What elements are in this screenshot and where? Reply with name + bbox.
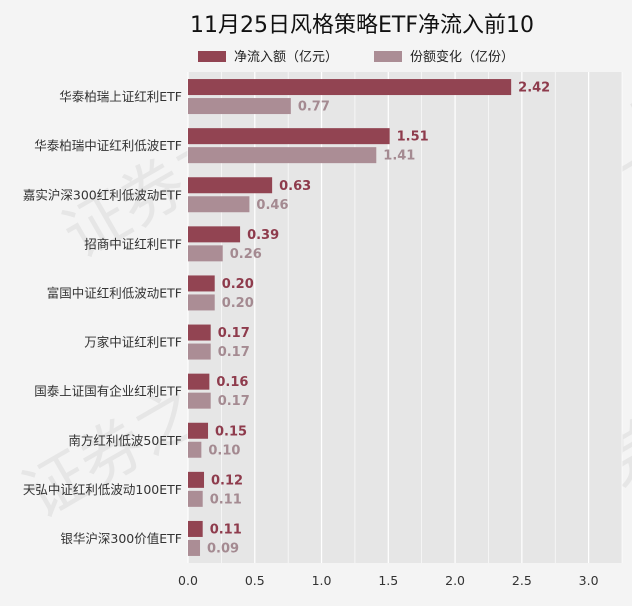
data-label: 0.15 xyxy=(215,424,247,439)
bar-series-1 xyxy=(188,275,215,292)
bar-series-1 xyxy=(188,520,203,537)
x-tick-label: 3.0 xyxy=(579,573,599,588)
data-label: 0.17 xyxy=(218,326,250,341)
category-label: 招商中证红利ETF xyxy=(84,236,182,251)
grid-lines xyxy=(187,72,623,563)
data-label: 0.10 xyxy=(208,443,240,458)
bar-series-1 xyxy=(188,128,390,145)
data-label: 0.20 xyxy=(222,296,254,311)
data-label: 0.46 xyxy=(256,198,288,213)
bar-series-2 xyxy=(188,98,291,115)
x-tick-label: 2.0 xyxy=(445,573,465,588)
bar-series-1 xyxy=(188,79,512,96)
category-label: 万家中证红利ETF xyxy=(84,335,182,350)
plot-area xyxy=(188,72,622,563)
bar-series-2 xyxy=(188,196,250,213)
bar-series-1 xyxy=(188,226,241,243)
bar-series-1 xyxy=(188,177,273,194)
data-label: 0.17 xyxy=(218,394,250,409)
x-tick-label: 2.5 xyxy=(512,573,532,588)
x-tick-label: 0.0 xyxy=(178,573,198,588)
data-label: 0.16 xyxy=(216,375,248,390)
data-label: 0.11 xyxy=(210,492,242,507)
category-labels: 华泰柏瑞上证红利ETF 华泰柏瑞中证红利低波ETF 嘉实沪深300红利低波动ETF 招… xyxy=(23,89,182,546)
category-label: 嘉实沪深300红利低波动ETF xyxy=(23,187,182,202)
bar-series-1 xyxy=(188,324,211,341)
bar-series-2 xyxy=(188,294,215,311)
data-label: 1.41 xyxy=(383,149,415,164)
bar-series-2 xyxy=(188,392,211,409)
bars: 2.42 0.77 1.51 1.41 0.63 0.46 0.39 0.26 0.20 0.20… xyxy=(188,79,550,556)
category-label: 富国中证红利低波动ETF xyxy=(47,285,182,300)
data-label: 1.51 xyxy=(397,130,429,145)
bar-series-2 xyxy=(188,245,223,262)
bar-series-2 xyxy=(188,441,202,458)
data-label: 0.11 xyxy=(210,522,242,537)
category-label: 华泰柏瑞中证红利低波ETF xyxy=(34,138,182,153)
data-label: 0.26 xyxy=(230,247,262,262)
legend-swatch xyxy=(198,51,226,62)
x-axis-ticks: 0.0 0.5 1.0 1.5 2.0 2.5 3.0 xyxy=(178,573,599,588)
bar-series-1 xyxy=(188,471,205,488)
data-label: 0.77 xyxy=(298,100,330,115)
legend: 净流入额（亿元） 份额变化（亿份） xyxy=(198,49,514,65)
bar-series-2 xyxy=(188,343,211,360)
bar-series-1 xyxy=(188,422,209,439)
legend-label: 份额变化（亿份） xyxy=(410,49,514,65)
category-label: 南方红利低波50ETF xyxy=(68,433,182,448)
x-tick-label: 1.5 xyxy=(378,573,398,588)
bar-series-1 xyxy=(188,373,210,390)
chart-title: 11月25日风格策略ETF净流入前10 xyxy=(190,13,534,38)
x-tick-label: 0.5 xyxy=(245,573,265,588)
bar-series-2 xyxy=(188,539,201,556)
data-label: 0.20 xyxy=(222,277,254,292)
bar-series-2 xyxy=(188,147,377,164)
data-label: 0.12 xyxy=(211,473,243,488)
data-label: 0.63 xyxy=(279,179,311,194)
category-label: 银华沪深300价值ETF xyxy=(60,531,182,546)
data-label: 0.17 xyxy=(218,345,250,360)
x-tick-label: 1.0 xyxy=(312,573,332,588)
category-label: 天弘中证红利低波动100ETF xyxy=(23,482,182,497)
bar-series-2 xyxy=(188,490,203,507)
category-label: 国泰上证国有企业红利ETF xyxy=(34,384,182,399)
category-label: 华泰柏瑞上证红利ETF xyxy=(59,89,182,104)
data-label: 2.42 xyxy=(518,81,550,96)
legend-label: 净流入额（亿元） xyxy=(234,50,338,65)
data-label: 0.39 xyxy=(247,228,279,243)
legend-swatch xyxy=(374,51,402,62)
data-label: 0.09 xyxy=(207,541,239,556)
